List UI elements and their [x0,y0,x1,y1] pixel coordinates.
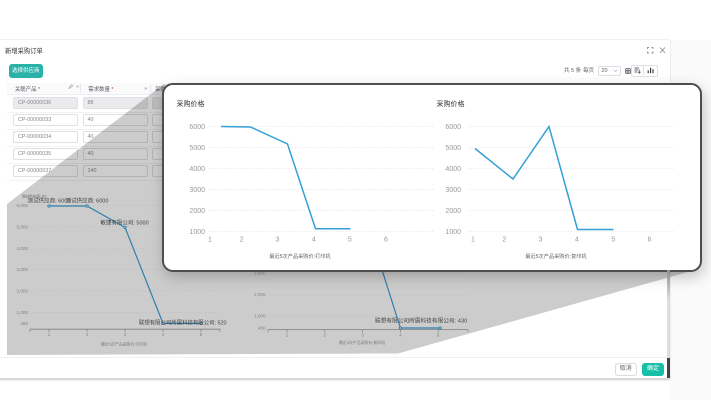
svg-text:最近5次产品采购价:打印机: 最近5次产品采购价:打印机 [101,341,147,346]
svg-text:1,000: 1,000 [17,310,29,315]
svg-text:4: 4 [575,237,579,244]
svg-text:2,000: 2,000 [17,289,29,294]
svg-text:3: 3 [276,237,280,244]
svg-text:4: 4 [162,332,165,337]
svg-text:5: 5 [437,332,440,337]
svg-text:2: 2 [324,332,327,337]
svg-text:5000: 5000 [445,145,461,152]
svg-text:联想有限公司所属科技有限公司: 430: 联想有限公司所属科技有限公司: 430 [375,317,467,325]
svg-text:测试供应商: 60: 测试供应商: 60 [22,193,46,198]
svg-text:1,000: 1,000 [254,314,266,319]
svg-text:测试供应商: 6000: 测试供应商: 6000 [66,196,109,204]
svg-text:3,000: 3,000 [254,271,266,276]
svg-text:3: 3 [361,332,364,337]
svg-text:联想有限公司所属科技有限公司: 520: 联想有限公司所属科技有限公司: 520 [139,319,226,327]
svg-text:2,000: 2,000 [254,292,266,297]
svg-text:2: 2 [502,237,506,244]
svg-text:2000: 2000 [189,208,205,215]
svg-text:采购价格: 采购价格 [177,99,205,108]
svg-text:6,000: 6,000 [17,203,29,208]
svg-text:5: 5 [348,237,352,244]
svg-text:最近5次产品采购价:复印机: 最近5次产品采购价:复印机 [339,340,385,345]
svg-text:1: 1 [286,332,289,337]
svg-text:4,000: 4,000 [17,246,29,251]
svg-text:6: 6 [384,237,388,244]
svg-text:5000: 5000 [189,145,205,152]
svg-text:480: 480 [258,326,266,331]
svg-text:采购价格: 采购价格 [437,99,465,108]
svg-text:最近5次产品采购价:打印机: 最近5次产品采购价:打印机 [269,252,331,260]
svg-text:1: 1 [48,332,51,337]
svg-text:480: 480 [20,321,28,326]
svg-text:5,000: 5,000 [17,224,29,229]
svg-text:1000: 1000 [445,229,461,236]
svg-text:敏捷有限公司: 5000: 敏捷有限公司: 5000 [100,218,148,226]
svg-text:4000: 4000 [445,166,461,173]
svg-text:3: 3 [124,332,127,337]
svg-text:1000: 1000 [189,229,205,236]
svg-text:1: 1 [471,237,475,244]
svg-text:3: 3 [538,237,542,244]
svg-text:2: 2 [240,237,244,244]
svg-text:5: 5 [200,332,203,337]
svg-text:3000: 3000 [445,187,461,194]
svg-text:2: 2 [86,332,89,337]
svg-text:4: 4 [312,237,316,244]
svg-text:6: 6 [648,237,652,244]
svg-text:最近5次产品采购价:复印机: 最近5次产品采购价:复印机 [525,252,587,260]
svg-text:3,000: 3,000 [17,267,29,272]
svg-text:6000: 6000 [445,124,461,131]
svg-text:1: 1 [208,237,212,244]
svg-text:4000: 4000 [189,166,205,173]
svg-text:6000: 6000 [189,124,205,131]
svg-text:2000: 2000 [445,208,461,215]
svg-text:测试供应商: 6000: 测试供应商: 6000 [28,196,71,204]
svg-text:4: 4 [399,332,402,337]
svg-text:3000: 3000 [189,187,205,194]
svg-text:5: 5 [611,237,615,244]
